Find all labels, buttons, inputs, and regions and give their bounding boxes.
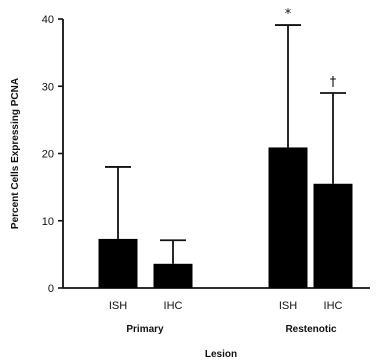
- significance-marker: *: [285, 7, 292, 22]
- category-label: IHC: [164, 300, 183, 312]
- x-axis-title: Lesion: [205, 349, 237, 360]
- y-axis-title: Percent Cells Expressing PCNA: [10, 78, 21, 229]
- y-tick-label: 10: [42, 216, 54, 228]
- y-tick-label: 30: [42, 81, 54, 93]
- bars-layer: [98, 24, 353, 288]
- bar: [268, 147, 308, 288]
- group-label: Restenotic: [285, 324, 337, 335]
- significance-marker: †: [330, 75, 337, 90]
- y-tick-label: 0: [48, 283, 54, 295]
- labels-layer: 0 10 20 30 40 ISH IHC Primary ISH * IHC † Restenotic: [42, 7, 343, 335]
- bar: [313, 183, 353, 288]
- bar: [153, 263, 193, 288]
- category-label: ISH: [279, 300, 297, 312]
- y-tick-label: 20: [42, 149, 54, 161]
- category-label: ISH: [109, 300, 127, 312]
- category-label: IHC: [324, 300, 343, 312]
- group-label: Primary: [126, 324, 164, 335]
- bar: [98, 238, 138, 288]
- y-tick-label: 40: [42, 14, 54, 26]
